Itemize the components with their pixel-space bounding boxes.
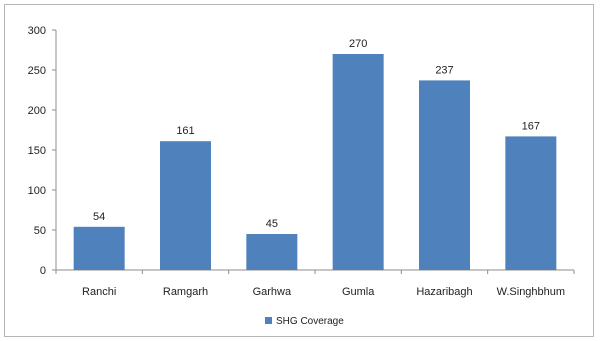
- bar-gumla: [332, 54, 384, 270]
- x-category-label: W.Singhbhum: [497, 286, 565, 298]
- y-tick-label: 150: [28, 145, 46, 157]
- data-label: 45: [266, 218, 278, 230]
- legend-swatch: [265, 317, 272, 324]
- chart-frame: [4, 4, 594, 337]
- x-category-label: Ramgarh: [163, 286, 208, 298]
- x-category-label: Ranchi: [82, 286, 116, 298]
- y-tick-label: 250: [28, 65, 46, 77]
- y-tick-label: 200: [28, 105, 46, 117]
- data-label: 270: [349, 38, 367, 50]
- y-tick-label: 300: [28, 25, 46, 37]
- bar-w-singhbhum: [505, 136, 557, 270]
- x-category-label: Gumla: [342, 286, 375, 298]
- data-label: 54: [93, 211, 105, 223]
- data-label: 161: [176, 125, 194, 137]
- legend-label: SHG Coverage: [276, 316, 344, 327]
- y-tick-label: 50: [34, 225, 46, 237]
- bar-hazaribagh: [419, 80, 470, 271]
- bar-ranchi: [73, 226, 125, 270]
- bar-garhwa: [246, 234, 298, 270]
- y-tick-label: 100: [28, 185, 46, 197]
- data-label: 167: [522, 120, 540, 132]
- bar-ramgarh: [160, 141, 211, 270]
- x-category-label: Hazaribagh: [416, 286, 472, 298]
- x-category-label: Garhwa: [253, 286, 292, 298]
- data-label: 237: [435, 64, 453, 76]
- y-tick-label: 0: [40, 265, 46, 277]
